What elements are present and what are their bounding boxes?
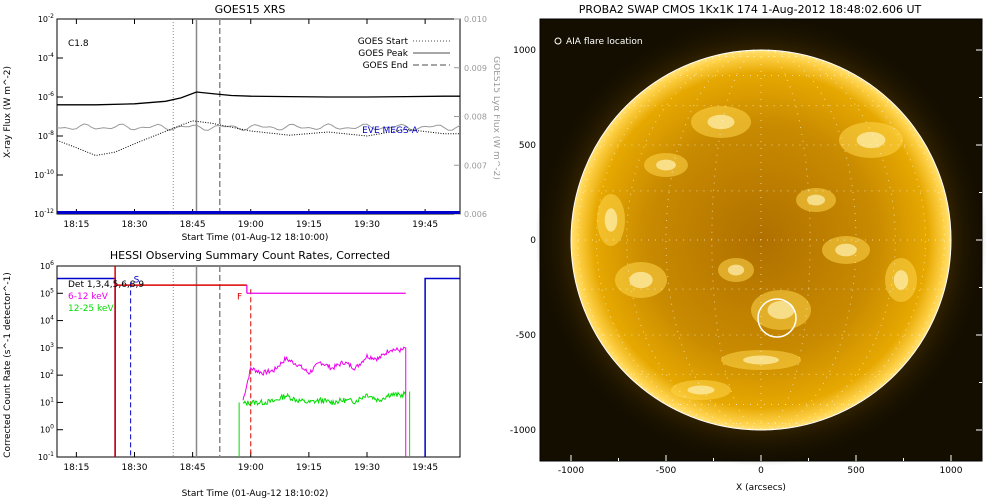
- hessi-xlabel: Start Time (01-Aug-12 18:10:02): [182, 489, 329, 499]
- goes-y2tick-label: 0.009: [464, 64, 487, 73]
- swap-xtick-label: -500: [656, 466, 677, 476]
- swap-ytick-label: -500: [516, 331, 537, 341]
- goes-ytick-label: 10-8: [38, 130, 54, 141]
- hessi-xtick-label: 19:15: [296, 463, 322, 473]
- goes-lyman-alpha-line: [56, 123, 461, 132]
- goes-y2tick-label: 0.010: [464, 15, 487, 24]
- hessi-xtick-label: 18:30: [122, 463, 148, 473]
- flare-location-circle: [757, 298, 797, 338]
- active-region-core: [893, 270, 909, 290]
- goes-xtick-label: 19:00: [238, 220, 264, 230]
- swap-ytick-label: 500: [519, 141, 536, 151]
- goes-y2tick-label: 0.008: [464, 113, 487, 122]
- hessi-saa-marker: S: [134, 275, 140, 285]
- goes-xtick-label: 19:45: [412, 220, 438, 230]
- flare-location-label: AIA flare location: [566, 37, 643, 47]
- goes-short-channel-line: [56, 120, 460, 157]
- swap-sun-image: PROBA2 SWAP CMOS 1Kx1K 174 1-Aug-2012 18…: [510, 3, 987, 493]
- hessi-xtick-label: 19:30: [354, 463, 380, 473]
- hessi-legend-label: 12-25 keV: [68, 304, 114, 314]
- hessi-chart: HESSI Observing Summary Count Rates, Cor…: [3, 249, 461, 499]
- swap-xtick-label: -1000: [558, 466, 584, 476]
- goes-xtick-label: 18:45: [180, 220, 206, 230]
- goes-xtick-label: 18:30: [122, 220, 148, 230]
- swap-ytick-label: -1000: [510, 426, 536, 436]
- hessi-ytick-label: 104: [40, 315, 54, 326]
- hessi-ytick-label: 102: [40, 369, 54, 380]
- active-region-core: [629, 271, 653, 289]
- goes-ylabel-right: GOES15 Lyα Flux (W m^-2): [491, 56, 500, 180]
- hessi-legend-label: Det 1,3,4,5,6,8,9: [68, 280, 144, 290]
- swap-title: PROBA2 SWAP CMOS 1Kx1K 174 1-Aug-2012 18…: [579, 3, 922, 16]
- solar-limb: [570, 49, 952, 431]
- goes-xlabel: Start Time (01-Aug-12 18:10:00): [182, 233, 329, 243]
- hessi-title: HESSI Observing Summary Count Rates, Cor…: [110, 249, 390, 262]
- hessi-ytick-label: 105: [40, 287, 54, 298]
- goes-xrs-chart: GOES15 XRS 18:15 18:30 18:45 19:00 19:15 19:3…: [3, 3, 500, 243]
- active-region-core: [707, 114, 735, 130]
- hessi-ytick-label: 101: [40, 396, 54, 407]
- hessi-night-flag-end: [424, 277, 460, 457]
- swap-ytick-label: 1000: [513, 46, 536, 56]
- swap-xtick-label: 1000: [940, 466, 963, 476]
- active-region-core: [743, 355, 779, 365]
- longitude-line: [760, 49, 927, 431]
- goes-ytick-label: 10-4: [38, 52, 54, 63]
- hessi-flare-marker: F: [237, 292, 242, 302]
- goes-y2tick-label: 0.007: [464, 161, 487, 170]
- goes-ytick-label: 10-6: [38, 91, 54, 102]
- active-region-core: [604, 208, 618, 232]
- swap-ytick-label: 0: [530, 236, 536, 246]
- active-region-core: [807, 194, 825, 206]
- hessi-legend-label: 6-12 keV: [68, 292, 109, 302]
- goes-xtick-label: 19:30: [354, 220, 380, 230]
- hessi-xtick-label: 18:15: [63, 463, 89, 473]
- heliographic-grid: [571, 49, 951, 431]
- active-region-core: [687, 385, 715, 395]
- hessi-ytick-label: 106: [40, 260, 54, 271]
- goes-xtick-label: 18:15: [63, 220, 89, 230]
- hessi-xtick-label: 19:45: [412, 463, 438, 473]
- hessi-legend: Det 1,3,4,5,6,8,9 6-12 keV 12-25 keV: [68, 280, 144, 314]
- swap-xtick-label: 0: [758, 466, 764, 476]
- swap-xtick-label: 500: [847, 466, 864, 476]
- goes-ytick-label: 10-2: [38, 13, 54, 24]
- active-region-core: [656, 159, 676, 171]
- hessi-ytick-label: 10-1: [38, 451, 54, 462]
- hessi-xtick-label: 19:00: [238, 463, 264, 473]
- active-region-core: [835, 243, 857, 257]
- hessi-plot-frame: [56, 265, 461, 458]
- hessi-ytick-label: 100: [40, 424, 54, 435]
- longitude-line: [576, 49, 762, 431]
- goes-y2tick-label: 0.006: [464, 210, 487, 219]
- goes-ytick-label: 10-10: [34, 169, 54, 180]
- goes-ylabel: X-ray Flux (W m^-2): [3, 66, 13, 158]
- flare-location-legend-marker: [554, 37, 562, 45]
- hessi-xtick-label: 18:45: [180, 463, 206, 473]
- goes-ytick-label: 10-12: [34, 208, 54, 219]
- hessi-ytick-label: 103: [40, 342, 54, 353]
- active-region-core: [767, 301, 795, 319]
- goes-legend: GOES Start GOES Peak GOES End: [358, 37, 450, 71]
- hessi-12-25-kev-line: [242, 390, 407, 407]
- goes-legend-label: GOES Start: [358, 37, 409, 47]
- goes-flare-class: C1.8: [68, 39, 89, 49]
- goes-legend-label: GOES Peak: [358, 49, 408, 59]
- active-region-core: [727, 264, 745, 276]
- eve-megs-label: EVE MEGS-A: [362, 126, 419, 136]
- goes-long-channel-line: [57, 91, 460, 106]
- goes-title: GOES15 XRS: [215, 3, 286, 16]
- hessi-6-12-kev-line: [242, 346, 406, 401]
- longitude-line: [595, 49, 762, 431]
- goes-legend-label: GOES End: [363, 61, 408, 71]
- hessi-attenuator-state: [114, 266, 247, 457]
- swap-xlabel: X (arcsecs): [736, 483, 786, 493]
- hessi-ylabel: Corrected Count Rate (s^-1 detector^-1): [3, 272, 13, 458]
- longitude-line: [760, 49, 946, 431]
- active-region-core: [856, 131, 886, 149]
- goes-xtick-label: 19:15: [296, 220, 322, 230]
